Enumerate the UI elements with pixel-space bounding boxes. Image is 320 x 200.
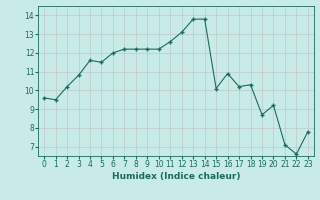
X-axis label: Humidex (Indice chaleur): Humidex (Indice chaleur)	[112, 172, 240, 181]
